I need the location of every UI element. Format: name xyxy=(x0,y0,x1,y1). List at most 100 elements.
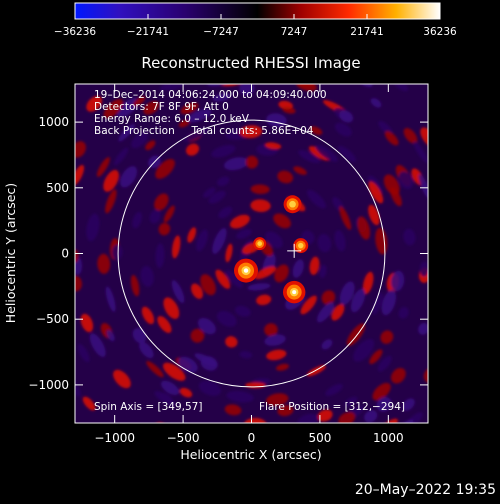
axis-ticks: −1000 −500 0 500 1000 −1000 −500 0 500 1000 xyxy=(28,84,428,445)
texture-blob xyxy=(208,190,226,204)
texture-blob xyxy=(270,480,284,487)
texture-blob xyxy=(243,465,271,474)
texture-blob xyxy=(103,169,119,192)
annotation-energy-range: Energy Range: 6.0 – 12.0 keV xyxy=(94,113,250,125)
texture-blob xyxy=(86,213,100,242)
y-tick-label: 1000 xyxy=(38,115,69,129)
texture-blob xyxy=(178,119,191,128)
texture-blob xyxy=(276,363,289,371)
texture-blob xyxy=(350,288,366,313)
texture-blob xyxy=(346,434,370,453)
texture-blob xyxy=(226,390,254,403)
texture-blob xyxy=(381,289,397,316)
texture-blob xyxy=(27,223,36,251)
x-tick-label: 0 xyxy=(248,431,256,445)
texture-blob xyxy=(236,228,252,239)
texture-blob xyxy=(282,106,296,114)
texture-blob xyxy=(82,396,96,411)
texture-blob xyxy=(132,211,142,229)
texture-blob xyxy=(145,140,156,151)
texture-blob xyxy=(459,330,475,352)
annotation-time-range: 19–Dec–2014 04:06:24.000 to 04:09:40.000 xyxy=(94,89,327,101)
colorbar-tick-label: 36236 xyxy=(423,26,457,38)
colorbar-ticks: −36236 −21741 −7247 7247 21741 36236 xyxy=(54,14,457,38)
texture-blob xyxy=(212,227,227,254)
texture-blob xyxy=(277,170,294,184)
texture-blob xyxy=(413,141,428,164)
texture-blob xyxy=(59,210,74,232)
texture-blob xyxy=(53,277,68,302)
texture-blob xyxy=(292,259,304,278)
texture-blob xyxy=(234,305,251,317)
texture-blob xyxy=(437,327,460,357)
texture-blob xyxy=(172,235,181,259)
texture-blob xyxy=(284,469,304,485)
texture-blob xyxy=(353,338,375,362)
texture-blob xyxy=(316,302,335,323)
texture-blob xyxy=(183,127,208,142)
x-axis-label: Heliocentric X (arcsec) xyxy=(180,447,321,462)
texture-blob xyxy=(225,270,243,288)
texture-blob xyxy=(199,428,217,440)
texture-blob xyxy=(317,409,333,422)
texture-blob xyxy=(402,398,415,411)
texture-blob xyxy=(185,143,200,156)
texture-blob xyxy=(300,295,317,315)
colorbar-tick-label: 21741 xyxy=(350,26,383,38)
texture-blob xyxy=(75,275,82,292)
texture-blob xyxy=(364,410,378,423)
texture-blob xyxy=(75,164,85,186)
colorbar-tick-label: 7247 xyxy=(281,26,308,38)
texture-blob xyxy=(260,433,286,446)
texture-blob xyxy=(57,296,70,314)
texture-blob xyxy=(420,127,428,148)
texture-blob xyxy=(306,189,326,209)
texture-blob xyxy=(103,99,124,119)
texture-blob xyxy=(338,411,356,423)
texture-blob xyxy=(96,157,110,177)
texture-blob xyxy=(439,128,460,153)
texture-blob xyxy=(191,283,204,299)
texture-blob xyxy=(197,317,216,335)
texture-blob xyxy=(256,294,272,306)
x-tick-label: 1000 xyxy=(373,431,404,445)
texture-blob xyxy=(330,431,352,446)
texture-blob xyxy=(254,266,277,280)
texture-blob xyxy=(273,213,291,229)
texture-blob xyxy=(264,334,286,346)
texture-blob xyxy=(52,327,67,352)
texture-blob xyxy=(200,356,218,371)
texture-blob xyxy=(319,264,327,279)
texture-blob xyxy=(146,449,164,467)
texture-blob xyxy=(131,131,149,149)
texture-blob xyxy=(225,243,233,263)
texture-blob xyxy=(113,369,131,389)
texture-blob xyxy=(297,413,319,423)
x-tick-label: −500 xyxy=(167,431,200,445)
y-tick-label: 500 xyxy=(46,181,69,195)
texture-blob xyxy=(362,271,374,295)
texture-blob xyxy=(142,433,167,451)
texture-blob xyxy=(449,243,462,260)
texture-blob xyxy=(457,200,471,225)
texture-blob xyxy=(224,404,242,416)
texture-blob xyxy=(89,333,106,357)
texture-blob xyxy=(383,174,400,196)
texture-blob xyxy=(116,97,139,118)
texture-blob xyxy=(133,96,146,107)
texture-blob xyxy=(187,227,197,243)
x-tick-label: −1000 xyxy=(94,431,135,445)
annotation-flare-position: Flare Position = [312,−294] xyxy=(259,401,405,413)
annotation-detectors: Detectors: 7F 8F 9F, Att 0 xyxy=(94,101,229,113)
texture-blob xyxy=(47,207,60,227)
texture-blob xyxy=(164,84,189,91)
texture-blob xyxy=(465,194,479,219)
texture-blob xyxy=(239,125,263,139)
flare-marker xyxy=(287,243,302,258)
texture-blob xyxy=(42,265,54,285)
texture-blob xyxy=(120,166,138,188)
texture-blob xyxy=(325,383,343,396)
texture-blob xyxy=(155,243,165,268)
texture-blob xyxy=(139,341,154,359)
